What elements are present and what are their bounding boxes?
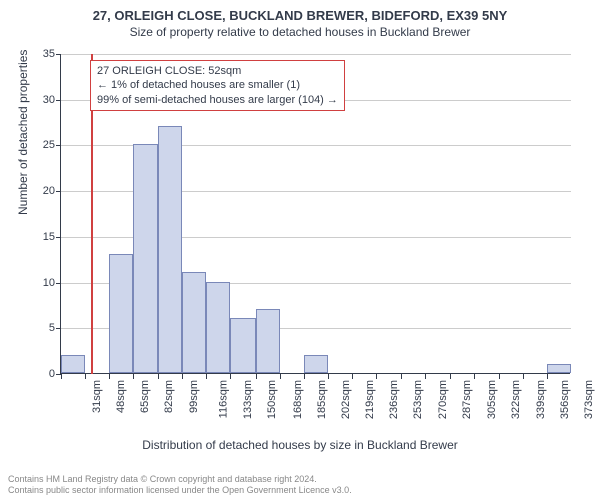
xtick-mark <box>158 374 159 379</box>
annotation-line1: 27 ORLEIGH CLOSE: 52sqm <box>97 64 338 78</box>
xtick-label: 185sqm <box>316 380 328 419</box>
xtick-label: 150sqm <box>266 380 278 419</box>
histogram-bar <box>133 144 157 373</box>
ytick-label: 10 <box>25 277 55 289</box>
xtick-mark <box>206 374 207 379</box>
xtick-mark <box>109 374 110 379</box>
xtick-mark <box>256 374 257 379</box>
xtick-label: 48sqm <box>115 380 127 413</box>
xtick-label: 322sqm <box>511 380 523 419</box>
xtick-label: 168sqm <box>292 380 304 419</box>
histogram-bar <box>230 318 256 373</box>
xtick-label: 305sqm <box>486 380 498 419</box>
xtick-label: 99sqm <box>188 380 200 413</box>
footer-attribution: Contains HM Land Registry data © Crown c… <box>8 474 352 497</box>
xtick-mark <box>352 374 353 379</box>
xtick-label: 253sqm <box>413 380 425 419</box>
xtick-mark <box>499 374 500 379</box>
xtick-mark <box>280 374 281 379</box>
xtick-label: 116sqm <box>217 380 229 418</box>
ytick-mark <box>56 328 61 329</box>
ytick-label: 20 <box>25 185 55 197</box>
xtick-mark <box>133 374 134 379</box>
footer-line2: Contains public sector information licen… <box>8 485 352 496</box>
xtick-mark <box>523 374 524 379</box>
histogram-bar <box>182 272 206 373</box>
xtick-label: 287sqm <box>461 380 473 419</box>
ytick-label: 30 <box>25 94 55 106</box>
xtick-label: 202sqm <box>340 380 352 419</box>
x-axis-label: Distribution of detached houses by size … <box>0 438 600 452</box>
histogram-bar <box>547 364 571 373</box>
ytick-label: 0 <box>25 368 55 380</box>
xtick-label: 339sqm <box>535 380 547 419</box>
ytick-mark <box>56 191 61 192</box>
ytick-mark <box>56 54 61 55</box>
histogram-bar <box>61 355 85 373</box>
ytick-label: 15 <box>25 231 55 243</box>
ytick-label: 25 <box>25 139 55 151</box>
xtick-mark <box>450 374 451 379</box>
xtick-label: 373sqm <box>583 380 595 419</box>
histogram-bar <box>206 282 230 373</box>
xtick-mark <box>401 374 402 379</box>
xtick-mark <box>328 374 329 379</box>
ytick-mark <box>56 237 61 238</box>
footer-line1: Contains HM Land Registry data © Crown c… <box>8 474 352 485</box>
ytick-mark <box>56 100 61 101</box>
xtick-label: 270sqm <box>437 380 449 419</box>
grid-line <box>61 54 571 55</box>
histogram-bar <box>109 254 133 373</box>
annotation-line3: 99% of semi-detached houses are larger (… <box>97 93 338 107</box>
xtick-label: 356sqm <box>559 380 571 419</box>
xtick-mark <box>425 374 426 379</box>
xtick-mark <box>304 374 305 379</box>
xtick-mark <box>61 374 62 379</box>
xtick-mark <box>85 374 86 379</box>
ytick-mark <box>56 145 61 146</box>
chart-area: 0510152025303531sqm48sqm65sqm82sqm99sqm1… <box>60 54 570 374</box>
xtick-label: 236sqm <box>388 380 400 419</box>
xtick-label: 82sqm <box>163 380 175 413</box>
xtick-label: 133sqm <box>242 380 254 419</box>
xtick-label: 65sqm <box>139 380 151 413</box>
annotation-box: 27 ORLEIGH CLOSE: 52sqm ← 1% of detached… <box>90 60 345 111</box>
ytick-label: 5 <box>25 322 55 334</box>
histogram-bar <box>304 355 328 373</box>
histogram-bar <box>256 309 280 373</box>
xtick-mark <box>182 374 183 379</box>
xtick-mark <box>474 374 475 379</box>
histogram-bar <box>158 126 182 373</box>
annotation-line2: ← 1% of detached houses are smaller (1) <box>97 78 338 92</box>
xtick-label: 219sqm <box>364 380 376 419</box>
xtick-label: 31sqm <box>91 380 103 413</box>
ytick-label: 35 <box>25 48 55 60</box>
xtick-mark <box>547 374 548 379</box>
xtick-mark <box>376 374 377 379</box>
page-subtitle: Size of property relative to detached ho… <box>0 23 600 39</box>
ytick-mark <box>56 283 61 284</box>
page-title: 27, ORLEIGH CLOSE, BUCKLAND BREWER, BIDE… <box>0 0 600 23</box>
xtick-mark <box>230 374 231 379</box>
